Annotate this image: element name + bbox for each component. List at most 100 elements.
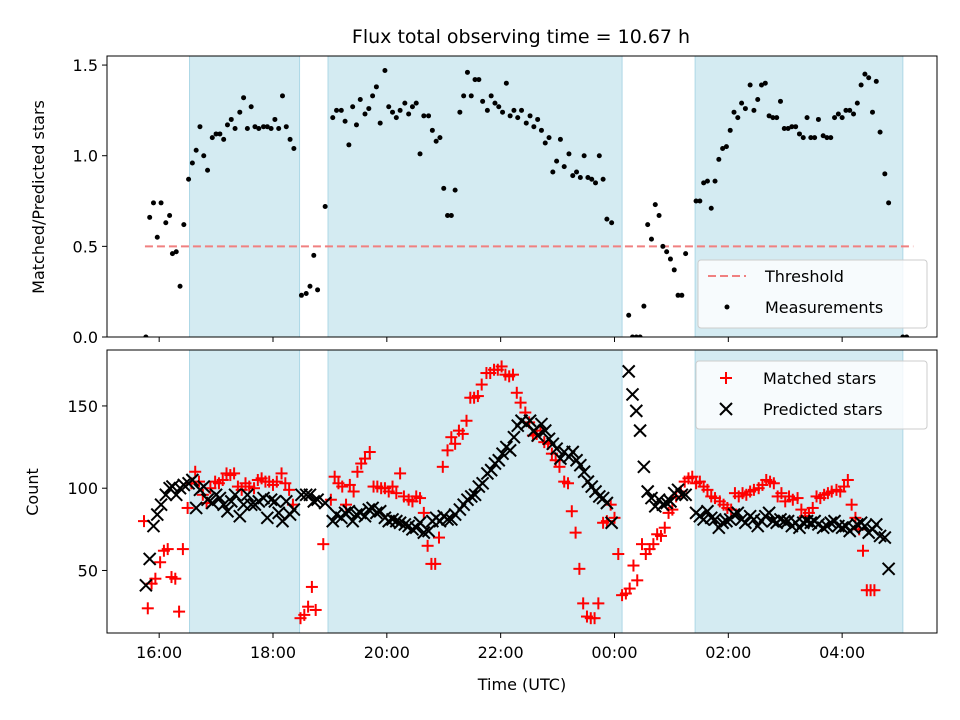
- measurement-point: [664, 249, 670, 255]
- measurement-point: [574, 169, 580, 175]
- measurement-point: [739, 100, 745, 106]
- measurement-point: [264, 124, 270, 130]
- matched-star-point: [647, 538, 660, 551]
- measurement-point: [815, 116, 821, 122]
- measurement-point: [213, 131, 219, 137]
- measurement-point: [377, 120, 383, 126]
- measurement-point: [652, 202, 658, 208]
- measurement-point: [448, 213, 454, 219]
- predicted-star-point: [577, 465, 591, 479]
- predicted-star-point: [326, 514, 340, 528]
- predicted-star-point: [484, 463, 498, 477]
- matched-star-point: [394, 467, 407, 480]
- measurement-point: [550, 169, 556, 175]
- measurement-point: [291, 145, 297, 151]
- top-x-ticks: [158, 337, 843, 342]
- predicted-star-point: [629, 404, 644, 418]
- matched-star-point: [608, 511, 621, 524]
- measurement-point: [334, 107, 340, 113]
- measurement-point: [675, 292, 681, 298]
- measurement-point: [143, 334, 149, 337]
- measurement-point: [796, 131, 802, 137]
- measurement-point: [158, 200, 164, 206]
- chart-title: Flux total observing time = 10.67 h: [352, 26, 690, 48]
- measurement-point: [839, 115, 845, 121]
- measurement-point: [241, 95, 247, 101]
- measurement-point: [298, 292, 304, 298]
- matched-star-point: [417, 506, 430, 519]
- measurement-point: [630, 334, 636, 337]
- matched-star-point: [565, 505, 578, 518]
- measurement-point: [433, 138, 439, 144]
- predicted-star-point: [142, 552, 157, 566]
- matched-star-point: [421, 539, 434, 552]
- measurement-point: [546, 135, 552, 141]
- measurement-point: [189, 160, 195, 166]
- predicted-star-point: [637, 460, 651, 474]
- shaded-interval-1: [327, 55, 623, 338]
- measurement-point: [272, 116, 278, 122]
- predicted-star-point: [534, 417, 549, 431]
- measurement-point: [382, 68, 388, 74]
- measurement-point: [287, 136, 293, 142]
- measurement-point: [228, 116, 234, 122]
- predicted-star-point: [421, 524, 436, 538]
- measurement-point: [527, 113, 533, 119]
- measurement-point: [777, 98, 783, 104]
- matched-star-point: [573, 562, 586, 575]
- measurement-point: [480, 98, 486, 104]
- predicted-star-point: [538, 423, 552, 438]
- measurement-point: [488, 93, 494, 99]
- measurement-point: [854, 100, 860, 106]
- measurement-point: [554, 158, 560, 164]
- measurement-point: [413, 100, 419, 106]
- matched-star-point: [433, 531, 445, 544]
- matched-star-point: [475, 378, 488, 391]
- matched-star-point: [149, 572, 162, 585]
- measurement-point: [421, 113, 427, 119]
- predicted-star-point: [398, 517, 412, 532]
- matched-star-point: [841, 473, 854, 486]
- measurement-point: [279, 93, 285, 99]
- measurement-point: [276, 126, 282, 132]
- measurement-point: [781, 126, 787, 132]
- measurement-point: [708, 205, 714, 211]
- measurement-point: [566, 151, 572, 157]
- predicted-star-point: [205, 496, 219, 510]
- predicted-star-point: [777, 514, 791, 528]
- matched-star-point: [604, 498, 617, 511]
- predicted-star-point: [169, 488, 183, 502]
- matched-star-point: [176, 543, 189, 556]
- matched-star-point: [806, 501, 819, 514]
- matched-star-point: [336, 480, 349, 493]
- matched-star-point: [795, 503, 808, 516]
- predicted-legend-swatch: [719, 402, 733, 416]
- bottom-axes-frame: [106, 349, 938, 634]
- matched-star-point: [577, 597, 590, 610]
- matched-star-point: [623, 582, 636, 595]
- measurement-point: [515, 115, 521, 121]
- predicted-star-point: [869, 517, 883, 532]
- matched-star-point: [181, 501, 194, 514]
- measurement-point: [492, 100, 498, 106]
- measurement-point: [386, 104, 392, 110]
- matched-star-point: [283, 483, 296, 496]
- measurement-point: [789, 124, 795, 130]
- measurement-point: [535, 116, 541, 122]
- top-panel: 0.0 0.5 1.0 1.5 Matched/Predicted stars Thr…: [29, 55, 938, 347]
- matched-star-point: [569, 526, 582, 539]
- matched-star-point: [635, 538, 648, 551]
- measurement-point: [370, 93, 376, 99]
- measurement-point: [221, 136, 227, 142]
- measurement-point: [402, 100, 408, 106]
- matched-star-point: [838, 480, 851, 493]
- y-tick-label: 0.5: [73, 237, 98, 256]
- matched-star-point: [857, 544, 870, 557]
- measurement-point: [507, 113, 513, 119]
- predicted-star-point: [715, 516, 730, 530]
- measurement-point: [346, 142, 352, 148]
- predicted-star-point: [738, 516, 753, 530]
- measurement-point: [150, 200, 156, 206]
- matched-star-point: [275, 467, 288, 480]
- measurement-point: [648, 236, 654, 242]
